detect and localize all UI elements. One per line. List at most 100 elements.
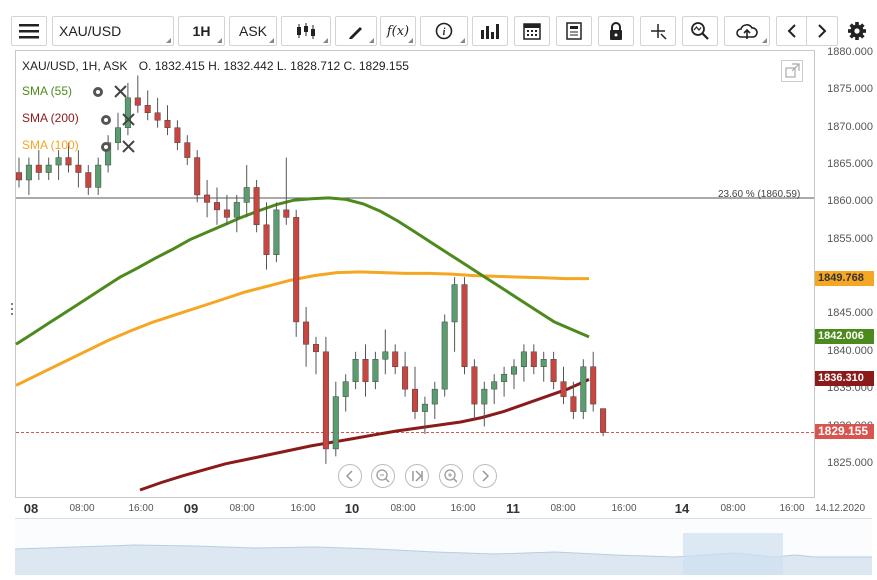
- candle-bearish[interactable]: [263, 224, 270, 255]
- candle-bearish[interactable]: [283, 209, 290, 218]
- indicator-button[interactable]: f(x): [380, 16, 416, 46]
- scroll-right-button[interactable]: [473, 464, 497, 488]
- candle-bearish[interactable]: [154, 112, 161, 121]
- gear-icon[interactable]: [101, 115, 111, 125]
- candle-bearish[interactable]: [184, 142, 191, 158]
- candle-bearish[interactable]: [214, 202, 220, 211]
- zoom-in-button[interactable]: [439, 464, 463, 488]
- lock-button[interactable]: [598, 16, 634, 46]
- price-type-selector[interactable]: ASK: [229, 16, 277, 46]
- candle-bullish[interactable]: [95, 164, 102, 188]
- candle-bearish[interactable]: [204, 194, 211, 203]
- candle-bullish[interactable]: [273, 209, 280, 255]
- candle-bearish[interactable]: [303, 321, 310, 345]
- zoom-button[interactable]: [682, 16, 718, 46]
- time-axis-day-label: 09: [183, 501, 199, 516]
- candle-bullish[interactable]: [481, 388, 488, 405]
- candle-bullish[interactable]: [441, 321, 448, 390]
- candle-bullish[interactable]: [342, 381, 349, 397]
- candle-bullish[interactable]: [382, 351, 389, 360]
- candle-bearish[interactable]: [16, 172, 22, 181]
- menu-button[interactable]: [11, 16, 47, 46]
- candle-bearish[interactable]: [75, 164, 82, 173]
- close-icon[interactable]: [122, 113, 135, 126]
- candle-bullish[interactable]: [540, 359, 547, 367]
- navigator-window[interactable]: [683, 533, 783, 575]
- candle-bullish[interactable]: [233, 202, 240, 218]
- candle-bearish[interactable]: [322, 351, 329, 450]
- candle-bullish[interactable]: [451, 284, 458, 323]
- chart-area[interactable]: [15, 50, 815, 498]
- candle-bullish[interactable]: [491, 381, 498, 390]
- sma200-line[interactable]: [139, 378, 590, 492]
- candle-bearish[interactable]: [402, 366, 409, 390]
- settings-button[interactable]: [842, 16, 872, 46]
- candle-bearish[interactable]: [164, 119, 171, 128]
- candle-bearish[interactable]: [392, 351, 399, 367]
- close-icon[interactable]: [114, 85, 127, 98]
- candle-bearish[interactable]: [134, 97, 141, 106]
- candle-bullish[interactable]: [352, 359, 359, 382]
- candle-bearish[interactable]: [65, 157, 72, 166]
- candle-bearish[interactable]: [600, 408, 607, 433]
- chevron-right-icon: [482, 470, 490, 482]
- close-icon[interactable]: [122, 140, 135, 153]
- toolbar: XAU/USD 1H ASK f(x) i: [0, 0, 877, 50]
- candle-bullish[interactable]: [332, 396, 339, 450]
- candle-bullish[interactable]: [45, 164, 52, 173]
- candle-bullish[interactable]: [520, 351, 527, 367]
- draw-tool-button[interactable]: [335, 16, 377, 46]
- sma55-line[interactable]: [15, 196, 590, 346]
- candle-bearish[interactable]: [223, 209, 230, 218]
- candle-bullish[interactable]: [124, 97, 131, 128]
- next-button[interactable]: [806, 16, 838, 46]
- calendar-button[interactable]: [514, 16, 550, 46]
- candle-bearish[interactable]: [412, 388, 418, 412]
- symbol-selector[interactable]: XAU/USD: [52, 16, 174, 46]
- candle-bearish[interactable]: [590, 366, 597, 405]
- cloud-button[interactable]: [724, 16, 770, 46]
- instrument-label: XAU/USD, 1H, ASK: [22, 59, 128, 73]
- candle-bullish[interactable]: [511, 366, 517, 375]
- sma100-line[interactable]: [15, 270, 589, 387]
- candle-bearish[interactable]: [253, 187, 260, 226]
- candle-bearish[interactable]: [35, 164, 42, 173]
- candle-bearish[interactable]: [471, 366, 478, 405]
- candle-bearish[interactable]: [194, 157, 201, 196]
- crosshair-button[interactable]: [640, 16, 676, 46]
- candle-bearish[interactable]: [85, 172, 92, 188]
- gear-icon[interactable]: [93, 87, 103, 97]
- candle-bearish[interactable]: [313, 344, 319, 353]
- candle-bullish[interactable]: [25, 164, 32, 181]
- candle-bullish[interactable]: [580, 366, 587, 412]
- candle-bearish[interactable]: [530, 351, 537, 367]
- candle-bullish[interactable]: [501, 373, 508, 382]
- candle-bearish[interactable]: [560, 381, 567, 397]
- candle-bearish[interactable]: [362, 359, 369, 382]
- price-axis-label: 1825.000: [827, 456, 873, 469]
- expand-button[interactable]: [781, 60, 803, 82]
- candle-bearish[interactable]: [570, 396, 577, 412]
- candle-bullish[interactable]: [421, 403, 428, 412]
- candle-type-button[interactable]: [281, 16, 331, 46]
- candle-bearish[interactable]: [174, 127, 181, 143]
- candle-bearish[interactable]: [461, 284, 468, 367]
- gear-icon[interactable]: [101, 142, 111, 152]
- candle-bearish[interactable]: [293, 217, 300, 323]
- news-button[interactable]: [556, 16, 592, 46]
- timeframe-selector[interactable]: 1H: [178, 16, 225, 46]
- candle-bearish[interactable]: [550, 359, 557, 382]
- candle-bullish[interactable]: [55, 157, 62, 166]
- volume-button[interactable]: [472, 16, 508, 46]
- navigator[interactable]: [14, 518, 872, 575]
- candle-bullish[interactable]: [372, 359, 379, 382]
- zoom-out-button[interactable]: [371, 464, 395, 488]
- candle-bullish[interactable]: [431, 388, 438, 405]
- reset-button[interactable]: [405, 464, 429, 488]
- candle-bearish[interactable]: [144, 105, 151, 114]
- info-button[interactable]: i: [420, 16, 468, 46]
- candle-bullish[interactable]: [243, 187, 250, 203]
- drag-handle[interactable]: [10, 300, 14, 320]
- candle-bullish[interactable]: [115, 127, 121, 143]
- scroll-left-button[interactable]: [338, 464, 362, 488]
